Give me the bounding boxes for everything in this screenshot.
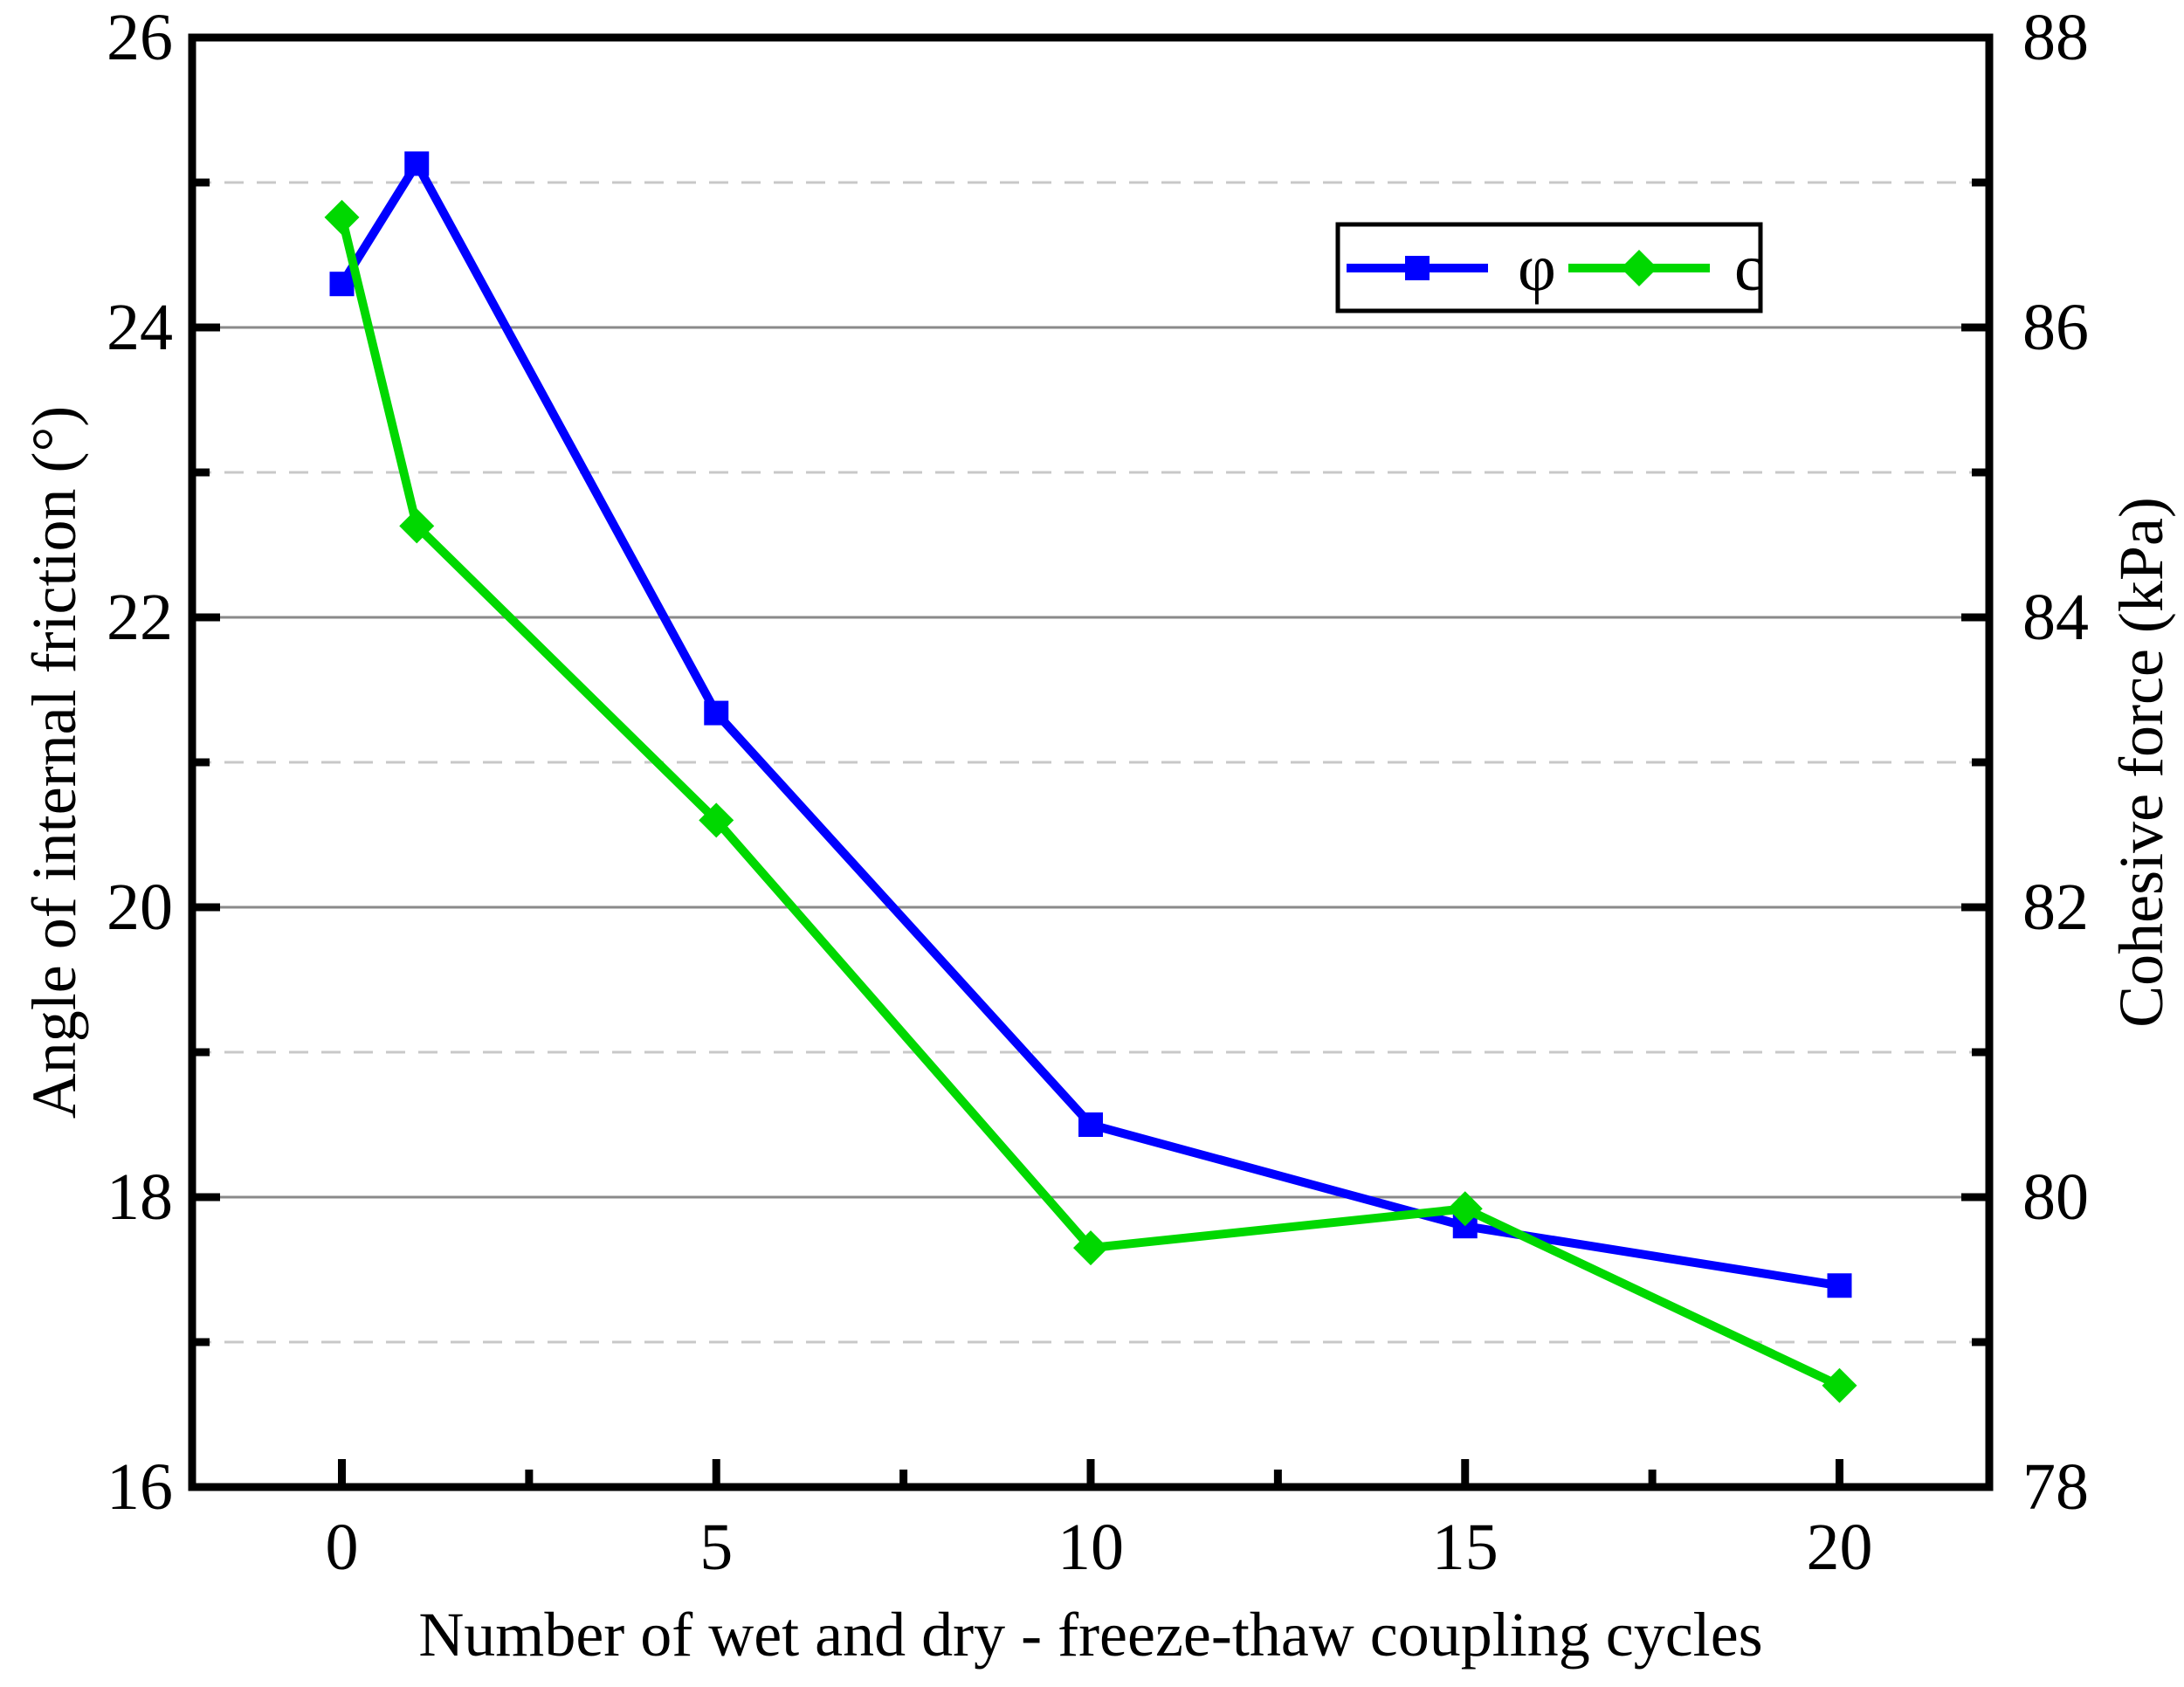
x-tick-label: 10 — [1058, 1511, 1124, 1584]
left-tick-label: 18 — [107, 1160, 173, 1234]
legend: φ c — [1335, 222, 1764, 313]
right-tick-label: 78 — [2022, 1450, 2089, 1524]
data-point-diamond — [1822, 1367, 1857, 1403]
x-tick-label: 20 — [1807, 1511, 1873, 1584]
axes-frame — [188, 33, 1994, 1491]
left-tick-label: 26 — [107, 1, 173, 74]
x-tick-label: 0 — [326, 1511, 359, 1584]
y-axis-title-right: Cohesive force (kPa) — [2106, 497, 2176, 1028]
y-axis-title-left: Angle of internal friction (°) — [19, 406, 89, 1119]
data-point-diamond — [1447, 1191, 1483, 1227]
data-series — [324, 151, 1857, 1403]
x-tick-label: 5 — [699, 1511, 733, 1584]
right-tick-label: 80 — [2022, 1160, 2089, 1234]
right-tick-label: 84 — [2022, 581, 2089, 654]
legend-phi-marker — [1405, 256, 1430, 280]
data-point-diamond — [699, 802, 734, 838]
left-tick-label: 22 — [107, 581, 173, 654]
right-tick-label: 86 — [2022, 291, 2089, 364]
legend-c-marker — [1621, 250, 1657, 286]
data-point-diamond — [1073, 1230, 1108, 1266]
series-line-c — [337, 216, 1842, 1390]
legend-c-label: c — [1734, 231, 1764, 305]
right-tick-label: 88 — [2022, 1, 2089, 74]
data-point-square — [329, 272, 355, 297]
data-point-diamond — [324, 199, 360, 235]
data-point-square — [704, 700, 729, 726]
left-tick-label: 24 — [107, 291, 173, 364]
legend-phi-label: φ — [1518, 231, 1556, 305]
left-tick-label: 20 — [107, 871, 173, 944]
tick-labels: 16 18 20 22 24 26 78 80 82 84 86 88 0 5 10 15 20 — [107, 1, 2089, 1584]
x-tick-label: 15 — [1432, 1511, 1498, 1584]
gridlines — [192, 181, 1989, 1344]
data-point-square — [1827, 1273, 1852, 1298]
data-point-diamond — [399, 508, 435, 544]
data-point-square — [404, 151, 430, 176]
right-tick-label: 82 — [2022, 871, 2089, 944]
data-point-square — [1078, 1112, 1103, 1137]
x-axis-title: Number of wet and dry - freeze-thaw coup… — [418, 1600, 1762, 1670]
left-tick-label: 16 — [107, 1450, 173, 1524]
